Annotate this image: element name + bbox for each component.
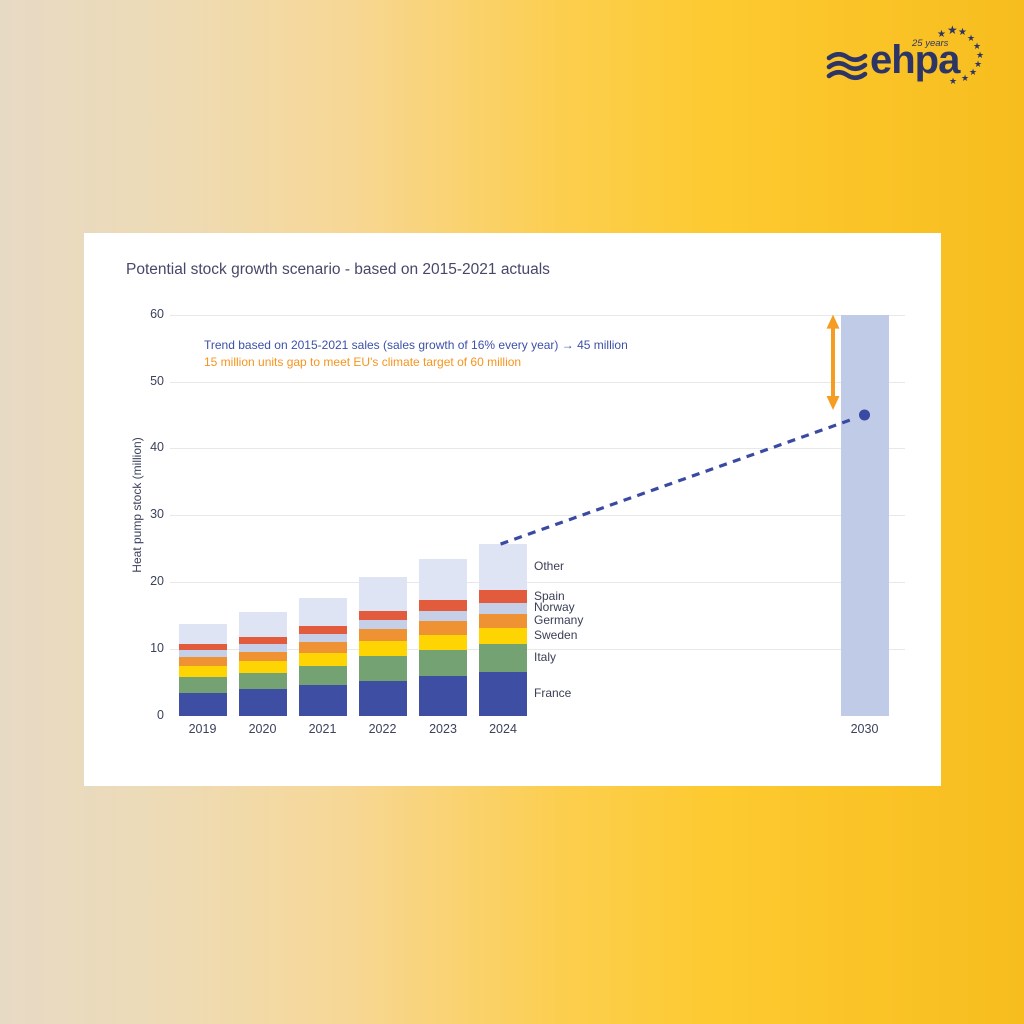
bar-segment-sweden xyxy=(298,653,347,666)
series-label-france: France xyxy=(534,685,572,700)
series-label-germany: Germany xyxy=(534,613,584,627)
y-axis-tick-label: 60 xyxy=(150,306,164,321)
gridline xyxy=(170,448,905,450)
bar-segment-sweden xyxy=(479,628,527,645)
x-axis-tick-label: 2019 xyxy=(188,722,217,736)
anniversary-badge: 25 years xyxy=(912,38,949,49)
series-label-spain: Spain xyxy=(534,588,565,603)
series-label-sweden: Sweden xyxy=(534,628,578,643)
x-axis-tick-label: 2030 xyxy=(850,722,879,736)
gridline xyxy=(170,314,905,316)
gridline xyxy=(170,515,905,517)
eu-star-icon: ★ xyxy=(969,67,978,77)
bar-segment-other xyxy=(419,558,467,601)
waves-icon xyxy=(826,52,868,81)
bar-segment-norway xyxy=(358,619,407,630)
bar-segment-italy xyxy=(298,665,347,686)
bar-segment-sweden xyxy=(358,641,407,657)
bar-segment-france xyxy=(479,671,527,716)
y-axis-tick-label: 40 xyxy=(150,440,164,455)
y-axis-tick-label: 10 xyxy=(150,641,164,656)
bar-segment-norway xyxy=(178,650,227,658)
bar-segment-italy xyxy=(178,677,227,694)
eu-star-icon: ★ xyxy=(937,29,946,40)
gap-arrow-head-up xyxy=(826,314,840,329)
bar-segment-germany xyxy=(178,657,227,666)
bar-segment-other xyxy=(479,544,527,591)
y-axis-label: Heat pump stock (million) xyxy=(130,437,144,573)
bar-segment-other xyxy=(358,576,407,611)
eu-star-icon: ★ xyxy=(949,76,958,86)
gap-arrow-head-down xyxy=(826,395,840,410)
series-label-norway: Norway xyxy=(534,600,575,615)
bar-segment-norway xyxy=(479,602,527,614)
bar-segment-sweden xyxy=(419,635,467,651)
x-axis-tick-label: 2022 xyxy=(368,722,397,736)
eu-star-icon: ★ xyxy=(976,50,985,60)
bar-segment-germany xyxy=(238,651,287,662)
bar-segment-germany xyxy=(298,642,347,654)
eu-star-icon: ★ xyxy=(947,23,958,37)
x-axis-tick-label: 2021 xyxy=(308,722,337,736)
bar-segment-spain xyxy=(178,643,227,651)
chart-title: Potential stock growth scenario - based … xyxy=(126,261,550,278)
bar-segment-italy xyxy=(238,673,287,690)
bar-segment-sweden xyxy=(178,665,227,678)
eu-star-icon: ★ xyxy=(958,27,967,38)
chart-card: Potential stock growth scenario - based … xyxy=(84,233,941,786)
y-axis-tick-label: 0 xyxy=(157,708,164,722)
trend-annotation: Trend based on 2015-2021 sales (sales gr… xyxy=(204,338,628,352)
bar-segment-other xyxy=(298,598,347,626)
bar-segment-spain xyxy=(419,600,467,611)
bar-segment-norway xyxy=(298,633,347,643)
bar-segment-france xyxy=(358,680,407,716)
bar-segment-france xyxy=(298,685,347,716)
x-axis-tick-label: 2024 xyxy=(489,722,517,736)
bar-segment-france xyxy=(238,689,287,716)
bar-segment-sweden xyxy=(238,661,287,674)
gridline xyxy=(170,381,905,383)
bar-segment-france xyxy=(419,675,467,716)
eu-star-icon: ★ xyxy=(974,59,983,69)
y-axis-tick-label: 30 xyxy=(150,507,164,522)
bar-segment-norway xyxy=(238,644,287,652)
y-axis-tick-label: 50 xyxy=(150,373,164,388)
x-axis-tick-label: 2020 xyxy=(248,722,277,736)
bar-segment-italy xyxy=(358,656,407,681)
bar-segment-spain xyxy=(358,610,407,620)
series-label-italy: Italy xyxy=(534,650,557,665)
eu-star-icon: ★ xyxy=(967,33,976,43)
bar-segment-spain xyxy=(479,590,527,603)
gridline xyxy=(170,649,905,651)
x-axis-tick-label: 2023 xyxy=(429,722,457,736)
bar-segment-italy xyxy=(419,650,467,676)
bar-segment-spain xyxy=(238,637,287,645)
bar-segment-norway xyxy=(419,610,467,621)
ehpa-logo: ehpa 25 years ★ ★ ★ ★ ★ ★ ★ ★ ★ ★ xyxy=(826,23,1012,94)
projection-target-bar xyxy=(840,314,889,716)
bar-segment-italy xyxy=(479,644,527,672)
gridline xyxy=(170,582,905,584)
eu-star-icon: ★ xyxy=(973,41,982,51)
bar-segment-france xyxy=(178,693,227,716)
series-label-other: Other xyxy=(534,559,565,574)
bar-segment-other xyxy=(238,612,287,638)
gap-annotation: 15 million units gap to meet EU's climat… xyxy=(204,355,522,369)
bar-segment-germany xyxy=(358,629,407,642)
bar-segment-germany xyxy=(479,613,527,629)
y-axis-tick-label: 20 xyxy=(150,574,164,589)
brand-wordmark: ehpa xyxy=(870,38,960,82)
chart-annotations: Trend based on 2015-2021 sales (sales gr… xyxy=(204,337,628,371)
bar-segment-spain xyxy=(298,625,347,634)
trend-dashed-line xyxy=(500,418,852,546)
bar-segment-germany xyxy=(419,621,467,636)
eu-star-icon: ★ xyxy=(961,73,970,83)
bar-segment-other xyxy=(178,623,227,644)
